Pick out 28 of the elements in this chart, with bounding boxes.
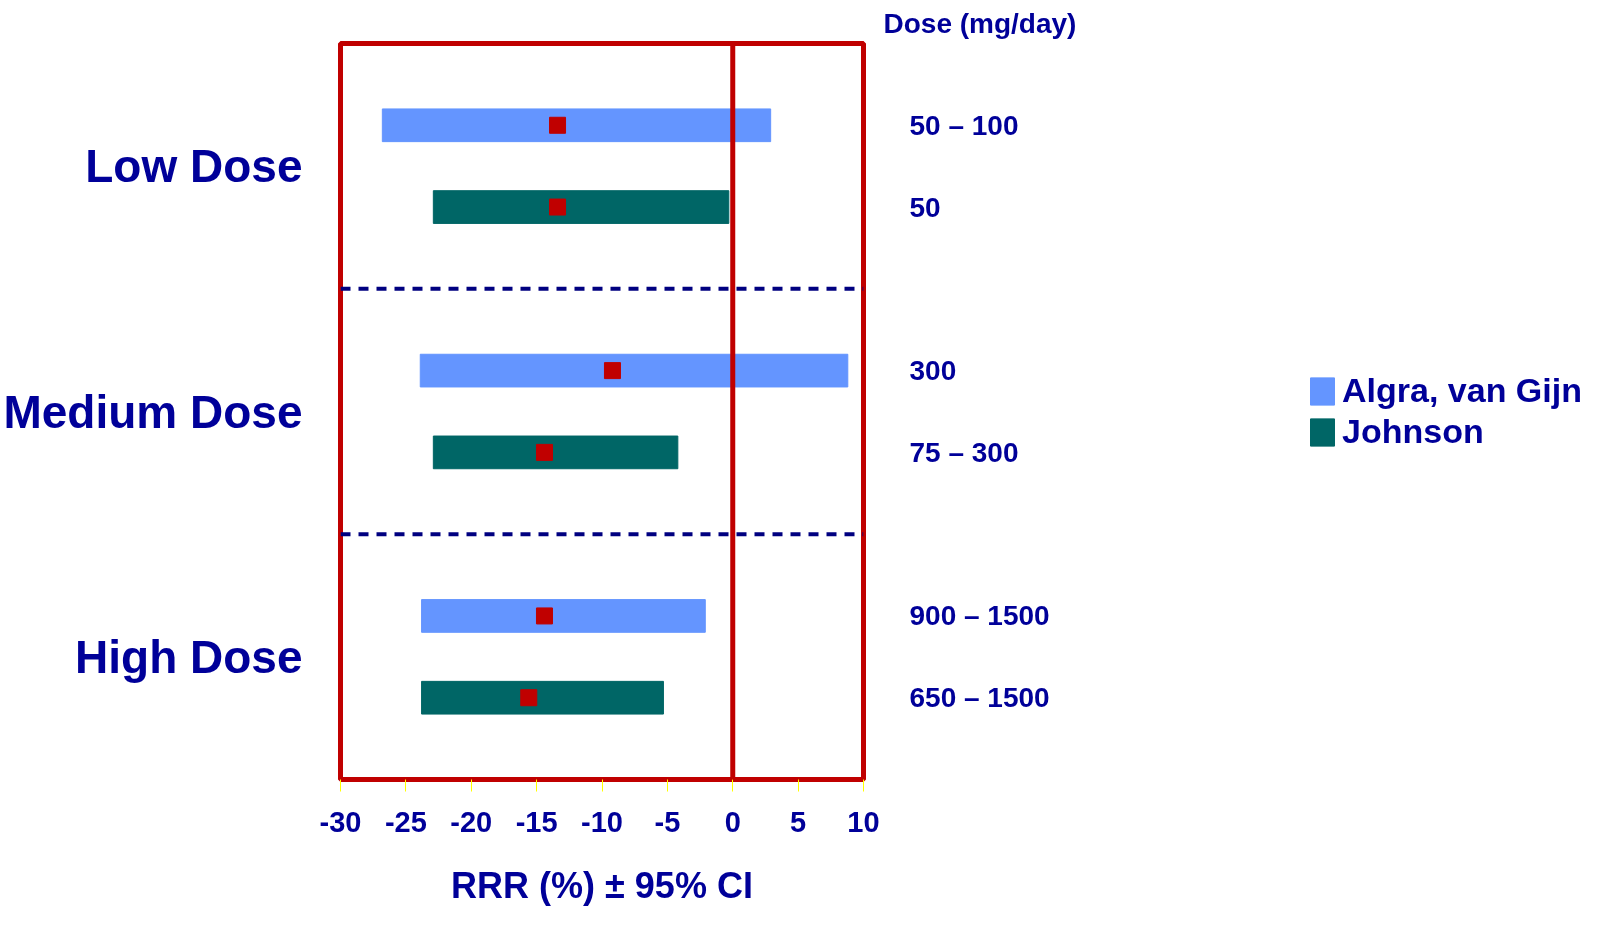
legend-label: Johnson <box>1342 412 1484 451</box>
x-tick-label: -30 <box>319 805 362 838</box>
y-tick-label: 300 <box>909 355 957 387</box>
x-axis-title: RRR (%) ± 95% CI <box>451 864 753 906</box>
x-tick-label: -25 <box>384 805 427 838</box>
x-tick-label: -15 <box>515 805 558 838</box>
y-tick-label: 75 – 300 <box>909 436 1019 468</box>
x-tick-label: 5 <box>790 805 807 838</box>
bar <box>419 353 849 388</box>
bar <box>432 435 679 470</box>
y-tick-label: 900 – 1500 <box>909 600 1050 632</box>
bar <box>432 190 730 224</box>
x-tick-label: -10 <box>581 805 623 838</box>
text: High Dose <box>75 630 303 683</box>
bar <box>421 680 664 715</box>
y-tick-label: 50 <box>909 191 941 223</box>
text: Medium Dose <box>3 385 303 438</box>
legend-label: Algra, van Gijn <box>1342 371 1582 410</box>
text: Dose (mg/day) <box>883 7 1077 39</box>
bar <box>421 599 706 633</box>
text: Low Dose <box>85 140 303 193</box>
x-tick-label: 10 <box>847 805 880 838</box>
y-tick-label: 50 – 100 <box>909 109 1019 141</box>
bar <box>381 108 772 143</box>
x-tick-label: 0 <box>724 805 741 838</box>
x-tick-label: -5 <box>654 805 681 838</box>
x-tick-label: -20 <box>450 805 493 838</box>
y-tick-label: 650 – 1500 <box>909 682 1050 714</box>
